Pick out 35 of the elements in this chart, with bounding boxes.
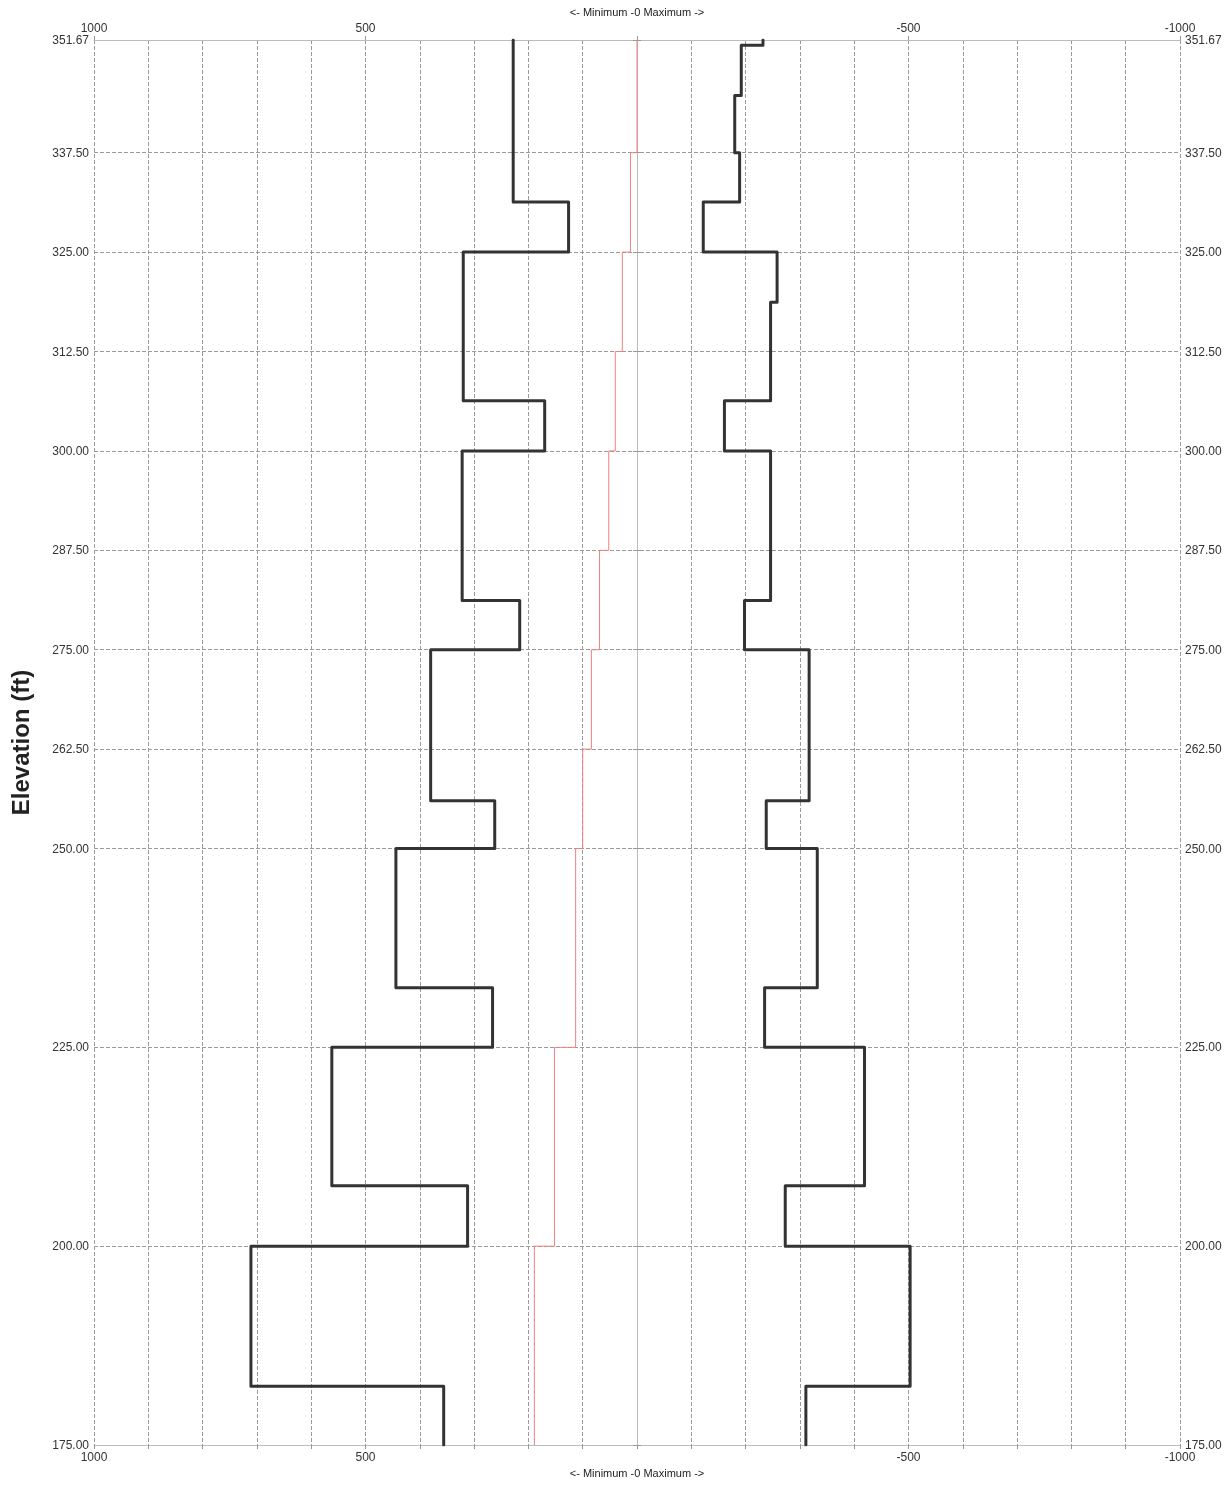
y2-tick-label: 200.00: [1185, 1239, 1223, 1254]
x-tick-label: -500: [896, 1450, 921, 1464]
x-axis-title: <- Minimum -0 Maximum ->: [569, 1467, 705, 1480]
x2-tick-label: 500: [355, 21, 376, 35]
y-tick-label: 275.00: [52, 642, 90, 657]
y2-tick-label: 225.00: [1185, 1040, 1223, 1055]
y-tick-label: 262.50: [52, 742, 90, 757]
y2-tick-label: 262.50: [1185, 742, 1223, 757]
x2-tick-label: 1000: [80, 21, 108, 35]
x2-axis-title: <- Minimum -0 Maximum ->: [569, 5, 705, 18]
y-tick-label: 200.00: [52, 1239, 90, 1254]
y2-tick-label: 300.00: [1185, 443, 1223, 458]
y-tick-label: 225.00: [52, 1040, 90, 1055]
y2-tick-label: 337.50: [1185, 145, 1223, 160]
y2-tick-label: 312.50: [1185, 344, 1223, 359]
x2-tick-label: -1000: [1164, 21, 1196, 35]
y2-tick-label: 351.67: [1185, 33, 1223, 47]
x-tick-label: 1000: [80, 1450, 108, 1464]
x-tick-label: 500: [355, 1450, 376, 1464]
y2-tick-label: 275.00: [1185, 642, 1223, 657]
y-axis-title: Elevation (ft): [6, 669, 34, 816]
y2-tick-label: 287.50: [1185, 543, 1223, 558]
x2-tick-label: -500: [896, 21, 921, 35]
y2-tick-label: 175.00: [1185, 1438, 1223, 1452]
y-tick-label: 325.00: [52, 245, 90, 260]
y2-tick-label: 325.00: [1185, 245, 1223, 260]
y-tick-label: 300.00: [52, 443, 90, 458]
y-tick-label: 312.50: [52, 344, 90, 359]
x-tick-label: -1000: [1164, 1450, 1196, 1464]
y-tick-label: 337.50: [52, 145, 90, 160]
y-tick-label: 250.00: [52, 841, 90, 856]
y-tick-label: 351.67: [52, 33, 90, 47]
y2-tick-label: 250.00: [1185, 841, 1223, 856]
y-tick-label: 287.50: [52, 543, 90, 558]
y-tick-label: 175.00: [52, 1438, 90, 1452]
